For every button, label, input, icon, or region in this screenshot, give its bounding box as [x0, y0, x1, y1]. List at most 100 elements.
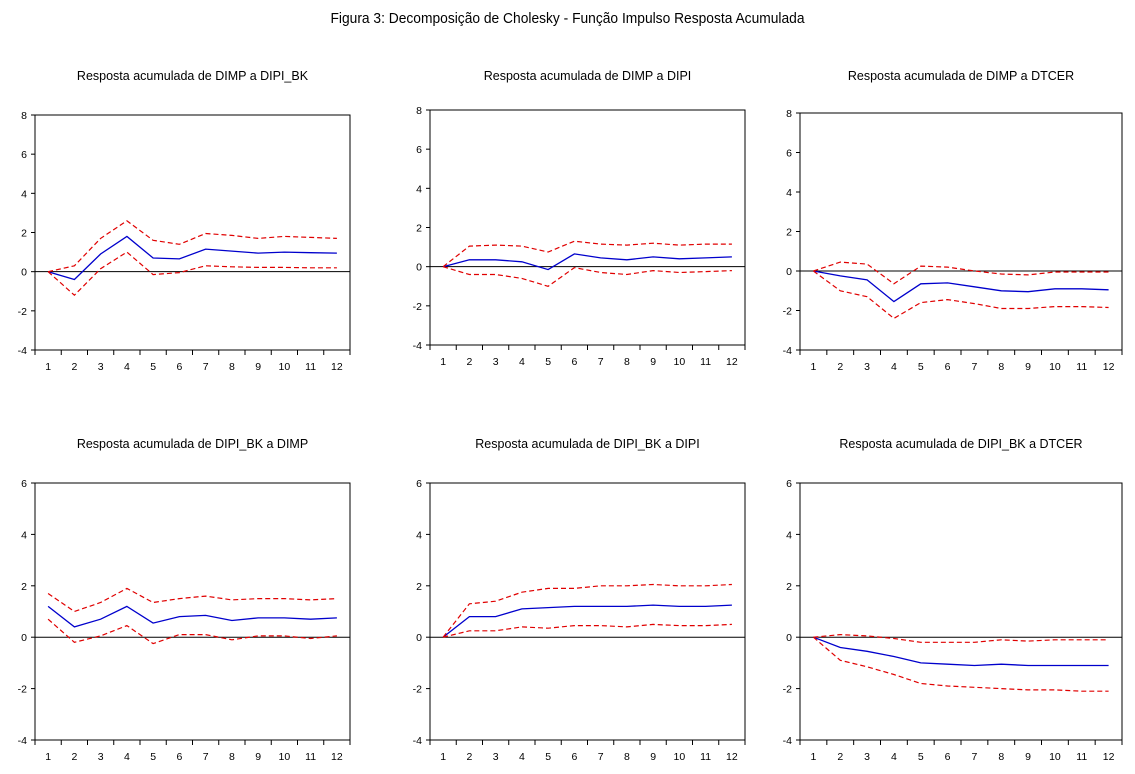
chart-panel-4: Resposta acumulada de DIPI_BK a DIMP -4 -2… — [18, 437, 351, 763]
x-tick-label: 7 — [598, 356, 604, 368]
x-tick-label: 11 — [700, 751, 711, 763]
y-tick-label: 0 — [786, 632, 792, 644]
x-tick-label: 9 — [650, 751, 656, 763]
y-tick-label: 4 — [21, 529, 27, 541]
x-tick-label: 4 — [124, 361, 130, 373]
y-tick-label: -2 — [18, 306, 27, 318]
y-tick-label: 0 — [786, 266, 792, 278]
y-tick-label: -2 — [413, 684, 422, 696]
chart-title: Resposta acumulada de DIPI_BK a DIMP — [77, 437, 308, 451]
y-tick-label: -2 — [413, 301, 422, 313]
x-tick-label: 8 — [998, 361, 1004, 373]
lower-band-line — [813, 636, 1109, 692]
y-tick-label: -2 — [783, 306, 792, 318]
x-tick-label: 9 — [255, 751, 261, 763]
x-tick-label: 9 — [650, 356, 656, 368]
y-tick-label: 6 — [21, 478, 27, 490]
chart-title: Resposta acumulada de DIMP a DIPI_BK — [77, 69, 309, 83]
y-tick-label: 2 — [21, 581, 27, 593]
y-tick-label: -4 — [18, 345, 27, 357]
chart-panel-3: Resposta acumulada de DIMP a DTCER -4 -2 0 2… — [783, 69, 1123, 373]
x-tick-label: 5 — [545, 751, 551, 763]
x-tick-label: 1 — [810, 361, 816, 373]
response-line — [813, 270, 1109, 303]
x-tick-label: 8 — [998, 751, 1004, 763]
y-tick-label: 8 — [786, 108, 792, 120]
figure-title: Figura 3: Decomposição de Cholesky - Fun… — [330, 10, 805, 27]
lower-band-line — [813, 270, 1109, 320]
y-tick-label: 2 — [21, 228, 27, 240]
y-tick-label: 6 — [786, 478, 792, 490]
y-tick-label: 6 — [416, 144, 422, 156]
x-tick-label: 2 — [837, 751, 843, 763]
plot-frame — [429, 482, 746, 741]
x-tick-label: 9 — [1025, 361, 1031, 373]
x-tick-label: 12 — [726, 356, 738, 368]
y-tick-label: -2 — [18, 684, 27, 696]
chart-panel-6: Resposta acumulada de DIPI_BK a DTCER -4 -… — [783, 437, 1123, 763]
upper-band-line — [813, 261, 1109, 285]
chart-title: Resposta acumulada de DIMP a DTCER — [848, 69, 1074, 83]
plot-frame — [34, 114, 351, 351]
x-tick-label: 9 — [255, 361, 261, 373]
y-tick-label: 0 — [21, 267, 27, 279]
response-line — [442, 604, 732, 638]
x-tick-label: 11 — [1076, 361, 1087, 373]
y-tick-label: -2 — [783, 684, 792, 696]
response-line — [813, 636, 1109, 667]
x-tick-label: 3 — [98, 361, 104, 373]
y-tick-label: 4 — [416, 183, 422, 195]
plot-frame — [34, 482, 351, 741]
x-tick-label: 4 — [519, 751, 525, 763]
x-tick-label: 1 — [45, 751, 51, 763]
plot-frame — [799, 482, 1123, 741]
lower-band-line — [47, 251, 337, 297]
x-tick-label: 5 — [918, 361, 924, 373]
x-tick-label: 1 — [440, 356, 446, 368]
x-tick-label: 7 — [971, 361, 977, 373]
x-tick-label: 8 — [229, 361, 235, 373]
upper-band-line — [47, 587, 337, 613]
x-tick-label: 12 — [1103, 361, 1115, 373]
y-tick-label: 2 — [416, 581, 422, 593]
chart-panel-5: Resposta acumulada de DIPI_BK a DIPI -4 -2… — [413, 437, 746, 763]
lower-band-line — [442, 623, 732, 638]
x-tick-label: 3 — [493, 356, 499, 368]
x-tick-label: 6 — [176, 361, 182, 373]
y-tick-label: 0 — [21, 632, 27, 644]
upper-band-line — [47, 220, 337, 273]
chart-title: Resposta acumulada de DIPI_BK a DIPI — [475, 437, 699, 451]
y-tick-label: 2 — [786, 581, 792, 593]
y-tick-label: 4 — [21, 188, 27, 200]
chart-panel-2: Resposta acumulada de DIMP a DIPI -4 -2 0 2 4… — [413, 69, 746, 368]
x-tick-label: 5 — [150, 361, 156, 373]
x-tick-label: 10 — [279, 751, 291, 763]
x-tick-label: 2 — [837, 361, 843, 373]
y-tick-label: 6 — [416, 478, 422, 490]
x-tick-label: 1 — [440, 751, 446, 763]
x-tick-label: 6 — [176, 751, 182, 763]
y-tick-label: -4 — [413, 340, 422, 352]
x-tick-label: 2 — [466, 356, 472, 368]
x-tick-label: 6 — [571, 751, 577, 763]
y-tick-label: 8 — [21, 110, 27, 122]
x-tick-label: 2 — [71, 361, 77, 373]
x-tick-label: 6 — [945, 751, 951, 763]
x-tick-label: 7 — [203, 361, 209, 373]
x-tick-label: 3 — [864, 361, 870, 373]
response-line — [47, 605, 337, 628]
x-tick-label: 6 — [945, 361, 951, 373]
x-tick-label: 3 — [493, 751, 499, 763]
y-tick-label: -4 — [783, 735, 792, 747]
x-tick-label: 7 — [203, 751, 209, 763]
x-tick-label: 12 — [726, 751, 738, 763]
x-tick-label: 8 — [624, 751, 630, 763]
y-tick-label: 8 — [416, 105, 422, 117]
y-tick-label: 0 — [416, 632, 422, 644]
chart-panel-1: Resposta acumulada de DIMP a DIPI_BK -4 -2… — [18, 69, 351, 373]
x-tick-label: 11 — [1076, 751, 1087, 763]
plot-frame — [799, 112, 1123, 351]
x-tick-label: 4 — [891, 751, 897, 763]
y-tick-label: -4 — [18, 735, 27, 747]
x-tick-label: 1 — [45, 361, 51, 373]
